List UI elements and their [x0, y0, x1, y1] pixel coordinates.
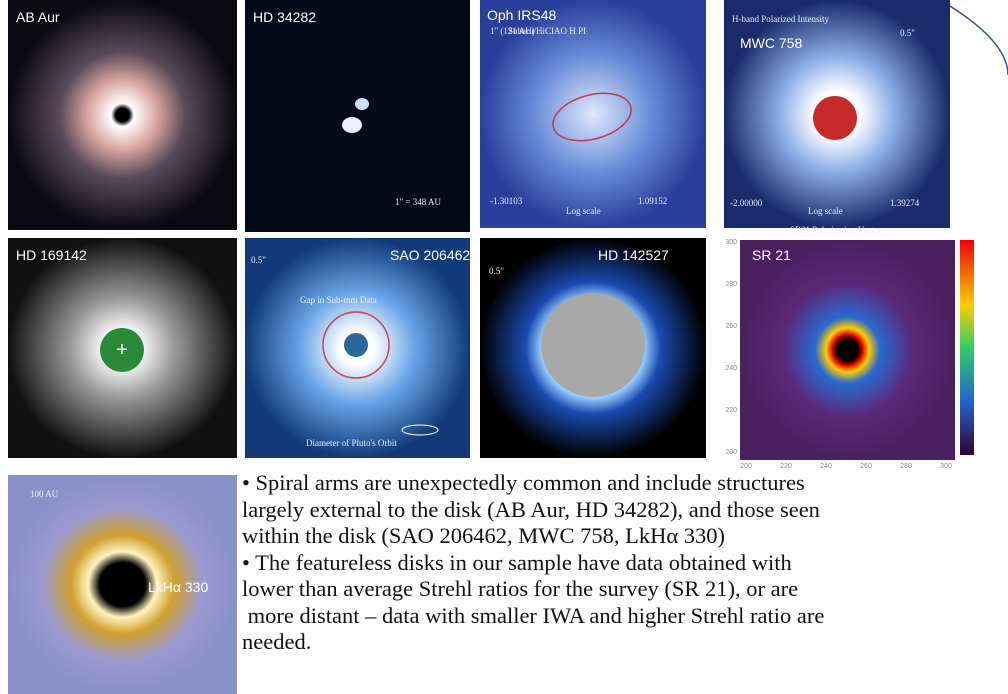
image-note: 0.5" [900, 28, 915, 38]
axis-label: 220 [725, 407, 737, 414]
image [355, 98, 369, 110]
image-note: -1.30103 [490, 196, 523, 206]
axis-label: 300 [725, 239, 737, 246]
image [245, 0, 470, 232]
axis-label: 260 [860, 463, 872, 470]
image-note: 100 AU [30, 489, 59, 499]
axis-label: 280 [725, 281, 737, 288]
image-label: HD 169142 [16, 247, 87, 263]
mask [813, 96, 857, 140]
axis-label: 200 [740, 463, 752, 470]
image-note: 1.09152 [638, 196, 667, 206]
image-note: 1" = 348 AU [395, 197, 442, 207]
image-note: Log scale [566, 206, 601, 216]
mask [541, 293, 645, 397]
image-note: SR21 Polarization Vectors [790, 225, 885, 235]
circle [322, 311, 390, 379]
axis-label: 300 [940, 463, 952, 470]
text-line: more distant – data with smaller IWA and… [242, 602, 825, 628]
image-note: 1" (121 AU) [490, 26, 535, 36]
text-line: largely external to the disk (AB Aur, HD… [242, 496, 820, 522]
axis-label: 220 [780, 463, 792, 470]
text-line: within the disk (SAO 206462, MWC 758, Lk… [242, 523, 726, 548]
image-label: AB Aur [16, 9, 60, 25]
image [740, 240, 955, 460]
axis-label: 240 [820, 463, 832, 470]
image [342, 117, 362, 133]
image-label: SR 21 [752, 247, 791, 263]
mask [344, 333, 368, 357]
axis-label: 260 [725, 323, 737, 330]
image-label: SAO 206462 [390, 247, 470, 263]
text-line: needed. [242, 629, 312, 654]
mask [100, 328, 144, 372]
text-block: • Spiral arms are unexpectedly common an… [242, 470, 1002, 656]
image-label: MWC 758 [740, 35, 802, 51]
image-label: LkHα 330 [148, 579, 208, 595]
text-line: lower than average Strehl ratios for the… [242, 576, 799, 601]
image-note: 0.5" [251, 255, 266, 265]
image-note: 0.5" [489, 266, 504, 276]
image [8, 0, 237, 230]
axis-label: 200 [725, 449, 737, 456]
image-note: 1.39274 [890, 198, 920, 208]
image [8, 475, 237, 694]
axis-label: 240 [725, 365, 737, 372]
circle [552, 92, 632, 142]
border [939, 0, 1008, 76]
cross: + [116, 339, 128, 361]
text-line: • The featureless disks in our sample ha… [242, 549, 792, 575]
ellipse [401, 424, 439, 436]
image-note: Subaru/HiCIAO H PI [508, 26, 586, 36]
image-note: Gap in Sub-mm Data [300, 295, 377, 305]
axis-label: 280 [900, 463, 912, 470]
image-label: HD 34282 [253, 9, 316, 25]
colorbar [960, 240, 974, 455]
text-line: • Spiral arms are unexpectedly common an… [242, 470, 805, 495]
image-label: Oph IRS48 [487, 7, 556, 23]
image-note: H-band Polarized Intensity [732, 14, 829, 24]
image [480, 0, 706, 228]
image-label: HD 142527 [598, 247, 669, 263]
image-note: Diameter of Pluto's Orbit [306, 438, 397, 448]
image-note: Log scale [808, 206, 843, 216]
image-note: -2.00000 [730, 198, 763, 208]
